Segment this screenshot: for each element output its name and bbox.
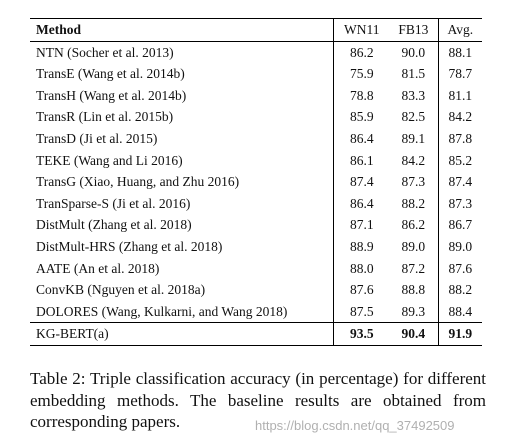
method-cell: ConvKB (Nguyen et al. 2018a) bbox=[30, 279, 335, 301]
method-cell: TEKE (Wang and Li 2016) bbox=[30, 149, 335, 172]
score-cell: 90.4 bbox=[389, 322, 439, 346]
score-cell: 87.6 bbox=[349, 282, 374, 298]
score-cell: 88.8 bbox=[389, 279, 439, 301]
method-cell: TranSparse-S (Ji et al. 2016) bbox=[30, 192, 335, 215]
score-cell: 88.1 bbox=[448, 44, 473, 60]
caption: Table 2: Triple classification accuracy … bbox=[30, 369, 486, 431]
score-cell: 88.2 bbox=[389, 192, 439, 215]
table-row: TransD (Ji et al. 2015) 86.4 89.1 87.8 bbox=[30, 127, 482, 150]
score-cell: 86.2 bbox=[349, 44, 374, 60]
score-cell: 82.5 bbox=[389, 106, 439, 128]
score-cell: 88.4 bbox=[448, 303, 473, 319]
score-cell: 85.9 bbox=[349, 109, 374, 125]
score-cell: 88.9 bbox=[349, 238, 374, 254]
score-cell: 85.2 bbox=[448, 152, 473, 168]
score-cell: 86.4 bbox=[349, 195, 374, 211]
score-cell: 87.4 bbox=[349, 174, 374, 190]
column-header: Avg. bbox=[447, 22, 474, 37]
score-cell: 78.7 bbox=[448, 66, 473, 82]
method-cell: DistMult (Zhang et al. 2018) bbox=[30, 214, 335, 236]
score-cell: 81.1 bbox=[448, 87, 473, 103]
score-cell: 84.2 bbox=[448, 109, 473, 125]
score-cell: 87.6 bbox=[448, 260, 473, 276]
score-cell: 89.1 bbox=[389, 127, 439, 150]
score-cell: 90.0 bbox=[389, 41, 439, 64]
method-cell: DOLORES (Wang, Kulkarni, and Wang 2018) bbox=[30, 300, 335, 323]
table-row: ConvKB (Nguyen et al. 2018a) 87.6 88.8 88.2 bbox=[30, 279, 482, 301]
table-row: AATE (An et al. 2018) 88.0 87.2 87.6 bbox=[30, 257, 482, 280]
score-cell: 88.2 bbox=[448, 282, 473, 298]
column-header: WN11 bbox=[344, 22, 380, 37]
score-cell: 81.5 bbox=[389, 63, 439, 85]
table-row: TransE (Wang et al. 2014b) 75.9 81.5 78.7 bbox=[30, 63, 482, 85]
score-cell: 87.3 bbox=[448, 195, 473, 211]
column-header: Method bbox=[30, 18, 335, 42]
score-cell: 89.3 bbox=[389, 300, 439, 323]
table-row: DOLORES (Wang, Kulkarni, and Wang 2018) 8… bbox=[30, 300, 482, 323]
table-row: TransR (Lin et al. 2015b) 85.9 82.5 84.2 bbox=[30, 106, 482, 128]
table-row: DistMult-HRS (Zhang et al. 2018) 88.9 89.0… bbox=[30, 235, 482, 258]
header-row: Method WN11 FB13 Avg. bbox=[30, 18, 482, 42]
score-cell: 86.2 bbox=[389, 214, 439, 236]
score-cell: 89.0 bbox=[448, 238, 473, 254]
score-cell: 84.2 bbox=[389, 149, 439, 172]
score-cell: 87.4 bbox=[448, 174, 473, 190]
score-cell: 89.0 bbox=[389, 235, 439, 258]
score-cell: 87.2 bbox=[389, 257, 439, 280]
score-cell: 87.5 bbox=[349, 303, 374, 319]
score-cell: 78.8 bbox=[349, 87, 374, 103]
score-cell: 88.0 bbox=[349, 260, 374, 276]
table-row: KG-BERT(a) 93.5 90.4 91.9 bbox=[30, 322, 482, 346]
score-cell: 87.1 bbox=[349, 217, 374, 233]
results-table: Method WN11 FB13 Avg. NTN (Socher et al. 20… bbox=[30, 18, 482, 346]
method-cell: NTN (Socher et al. 2013) bbox=[30, 41, 335, 64]
table-row: NTN (Socher et al. 2013) 86.2 90.0 88.1 bbox=[30, 41, 482, 64]
method-cell: TransG (Xiao, Huang, and Zhu 2016) bbox=[30, 171, 335, 193]
score-cell: 83.3 bbox=[389, 84, 439, 107]
method-cell: TransR (Lin et al. 2015b) bbox=[30, 106, 335, 128]
table-row: TEKE (Wang and Li 2016) 86.1 84.2 85.2 bbox=[30, 149, 482, 172]
score-cell: 87.8 bbox=[448, 130, 473, 146]
method-cell: TransH (Wang et al. 2014b) bbox=[30, 84, 335, 107]
table-row: TransH (Wang et al. 2014b) 78.8 83.3 81.1 bbox=[30, 84, 482, 107]
table-row: DistMult (Zhang et al. 2018) 87.1 86.2 86.7 bbox=[30, 214, 482, 236]
method-cell: KG-BERT(a) bbox=[30, 322, 335, 346]
table-row: TranSparse-S (Ji et al. 2016) 86.4 88.2 87.… bbox=[30, 192, 482, 215]
score-cell: 86.4 bbox=[349, 130, 374, 146]
score-cell: 87.3 bbox=[389, 171, 439, 193]
score-cell: 91.9 bbox=[448, 326, 473, 342]
score-cell: 75.9 bbox=[349, 66, 374, 82]
score-cell: 86.1 bbox=[349, 152, 374, 168]
score-cell: 93.5 bbox=[349, 326, 374, 342]
method-cell: TransE (Wang et al. 2014b) bbox=[30, 63, 335, 85]
method-cell: DistMult-HRS (Zhang et al. 2018) bbox=[30, 235, 335, 258]
method-cell: TransD (Ji et al. 2015) bbox=[30, 127, 335, 150]
watermark: https://blog.csdn.net/qq_37492509 bbox=[255, 418, 455, 433]
method-cell: AATE (An et al. 2018) bbox=[30, 257, 335, 280]
score-cell: 86.7 bbox=[448, 217, 473, 233]
table-row: TransG (Xiao, Huang, and Zhu 2016) 87.4 87… bbox=[30, 171, 482, 193]
column-header: FB13 bbox=[389, 18, 439, 42]
